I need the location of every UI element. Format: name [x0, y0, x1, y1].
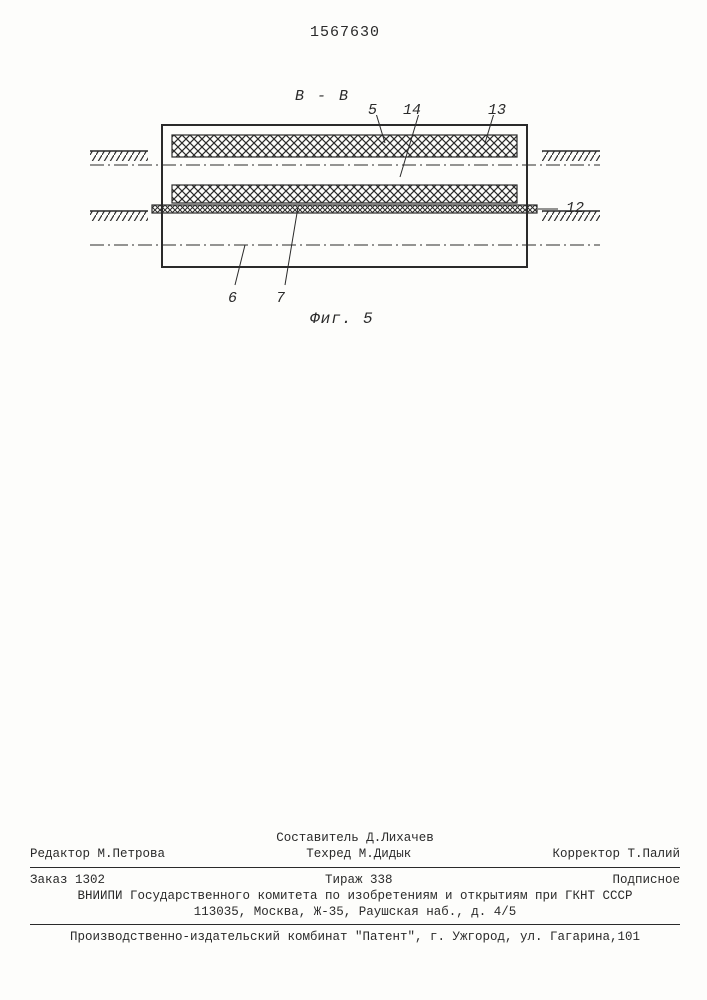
callout-7: 7: [276, 290, 285, 307]
corrector: Корректор Т.Палий: [552, 846, 680, 862]
section-label: В - В: [295, 88, 350, 105]
circulation: Тираж 338: [325, 872, 393, 888]
org-line-1: ВНИИПИ Государственного комитета по изоб…: [30, 888, 680, 904]
figure-5: [90, 115, 600, 315]
callout-12: 12: [566, 200, 584, 217]
editor: Редактор М.Петрова: [30, 846, 165, 862]
compiler: Составитель Д.Лихачев: [276, 830, 434, 846]
callout-6: 6: [228, 290, 237, 307]
org-line-2: 113035, Москва, Ж-35, Раушская наб., д. …: [30, 904, 680, 920]
printer-line: Производственно-издательский комбинат "П…: [30, 929, 680, 945]
order: Заказ 1302: [30, 872, 105, 888]
callout-13: 13: [488, 102, 506, 119]
figure-caption: Фиг. 5: [310, 310, 374, 328]
callout-5: 5: [368, 102, 377, 119]
page-number: 1567630: [310, 24, 380, 41]
colophon: Составитель Д.Лихачев Редактор М.Петрова…: [30, 830, 680, 946]
subscription: Подписное: [612, 872, 680, 888]
callout-14: 14: [403, 102, 421, 119]
techred: Техред М.Дидык: [306, 846, 411, 862]
